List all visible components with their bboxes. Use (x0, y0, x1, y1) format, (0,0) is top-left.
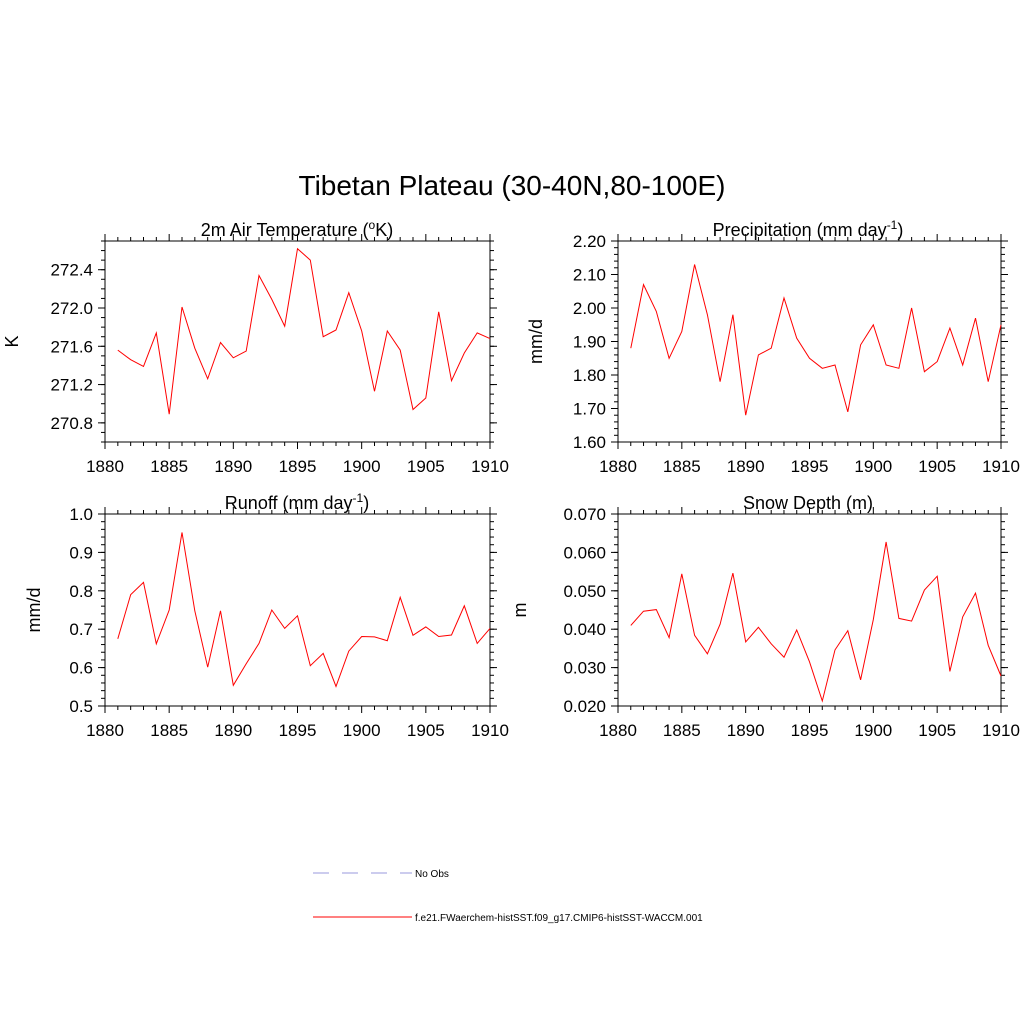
y-tick-label: 0.040 (563, 620, 606, 639)
x-tick-label: 1885 (150, 457, 188, 476)
y-tick-label: 0.030 (563, 659, 606, 678)
x-tick-label: 1880 (86, 721, 124, 740)
legend: No Obs f.e21.FWaerchem-histSST.f09_g17.C… (313, 869, 703, 924)
y-tick-label: 1.70 (573, 400, 606, 419)
panel-air-temperature: 1880 1885 1890 1895 1900 1905 1910 270.8 271.2 27… (2, 218, 509, 476)
y-tick-label: 1.60 (573, 433, 606, 452)
y-tick-label: 2.00 (573, 299, 606, 318)
x-tick-label: 1885 (663, 457, 701, 476)
y-tick-label: 1.80 (573, 366, 606, 385)
x-tick-label: 1905 (918, 457, 956, 476)
x-tick-label: 1895 (279, 721, 317, 740)
x-tick-label: 1900 (854, 457, 892, 476)
y-tick-label: 0.050 (563, 582, 606, 601)
x-tick-label: 1895 (791, 721, 829, 740)
plot-frame (104, 240, 491, 443)
series-line (117, 247, 491, 415)
panel-title: Snow Depth (m) (743, 493, 873, 513)
x-tick-label: 1910 (471, 721, 509, 740)
x-tick-label: 1895 (279, 457, 317, 476)
x-tick-label: 1910 (982, 457, 1020, 476)
plot-frame (617, 513, 1002, 707)
x-tick-label: 1905 (407, 457, 445, 476)
y-tick-label: 272.0 (50, 299, 93, 318)
plot-frame (104, 513, 491, 707)
x-tick-label: 1895 (791, 457, 829, 476)
y-tick-label: 271.6 (50, 337, 93, 356)
y-tick-label: 0.9 (69, 543, 93, 562)
panel-title: Runoff (mm day-1) (225, 491, 369, 513)
y-tick-label: 270.8 (50, 414, 93, 433)
y-tick-label: 0.7 (69, 620, 93, 639)
panel-precipitation: 1880 1885 1890 1895 1900 1905 1910 1.60 1.70 1.80… (526, 218, 1020, 476)
x-tick-label: 1900 (854, 721, 892, 740)
y-tick-label: 0.6 (69, 659, 93, 678)
legend-label-no-obs: No Obs (415, 869, 449, 880)
x-tick-label: 1905 (407, 721, 445, 740)
y-tick-label: 0.020 (563, 697, 606, 716)
y-tick-label: 2.20 (573, 232, 606, 251)
panel-title: Precipitation (mm day-1) (713, 218, 904, 240)
series-line (630, 541, 1002, 703)
x-tick-label: 1890 (727, 721, 765, 740)
x-tick-label: 1885 (663, 721, 701, 740)
x-tick-label: 1900 (343, 457, 381, 476)
y-tick-label: 1.0 (69, 505, 93, 524)
series-line (117, 532, 491, 688)
x-tick-label: 1890 (214, 457, 252, 476)
x-tick-label: 1890 (727, 457, 765, 476)
x-tick-label: 1905 (918, 721, 956, 740)
x-tick-label: 1880 (599, 721, 637, 740)
y-axis-label: mm/d (526, 319, 546, 364)
series-line (630, 264, 1002, 416)
main-title: Tibetan Plateau (30-40N,80-100E) (298, 170, 726, 201)
y-tick-label: 0.060 (563, 543, 606, 562)
panel-title: 2m Air Temperature (oK) (201, 218, 393, 240)
y-axis-label: m (510, 603, 530, 618)
y-tick-label: 0.070 (563, 505, 606, 524)
x-tick-label: 1910 (471, 457, 509, 476)
y-tick-label: 0.8 (69, 582, 93, 601)
x-tick-label: 1900 (343, 721, 381, 740)
plot-frame (617, 240, 1002, 443)
x-tick-label: 1910 (982, 721, 1020, 740)
y-axis-label: K (2, 335, 22, 347)
x-tick-label: 1880 (599, 457, 637, 476)
y-tick-label: 271.2 (50, 376, 93, 395)
legend-label-model: f.e21.FWaerchem-histSST.f09_g17.CMIP6-hi… (415, 913, 703, 924)
y-axis-label: mm/d (24, 588, 44, 633)
panel-runoff: 1880 1885 1890 1895 1900 1905 1910 0.5 0.6 0.7 0.8… (24, 491, 509, 740)
y-tick-label: 0.5 (69, 697, 93, 716)
y-tick-label: 272.4 (50, 261, 93, 280)
panel-snow-depth: 1880 1885 1890 1895 1900 1905 1910 0.020 0.030 0.… (510, 493, 1020, 740)
x-tick-label: 1880 (86, 457, 124, 476)
x-tick-label: 1890 (214, 721, 252, 740)
y-tick-label: 2.10 (573, 266, 606, 285)
y-tick-label: 1.90 (573, 333, 606, 352)
x-tick-label: 1885 (150, 721, 188, 740)
